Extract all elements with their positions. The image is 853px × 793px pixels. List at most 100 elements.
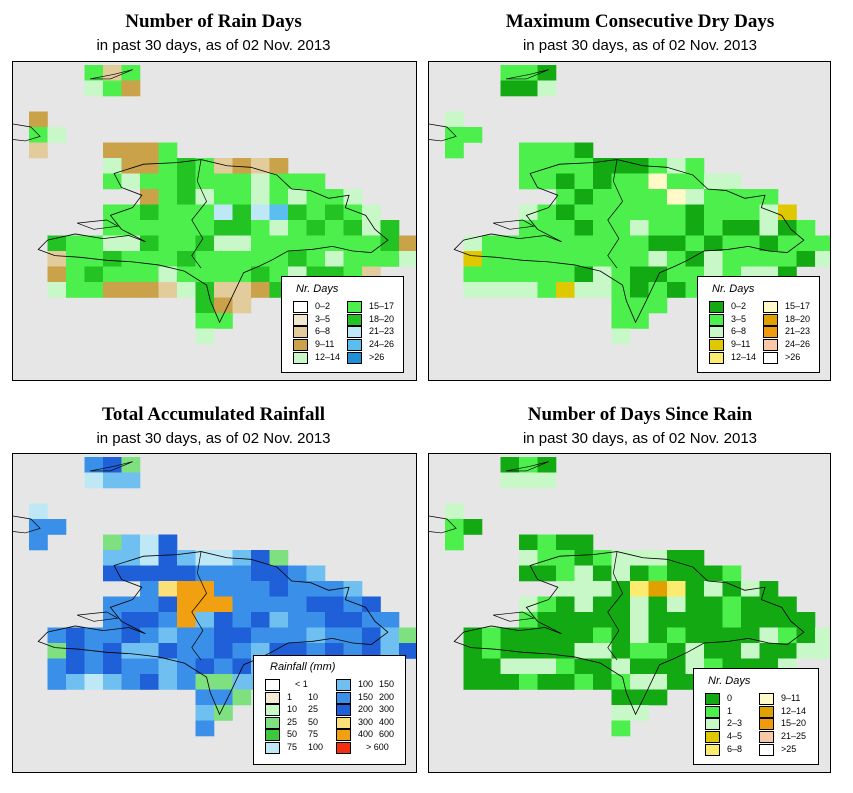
grid-cell <box>251 266 270 283</box>
grid-cell <box>630 189 649 205</box>
grid-cell <box>815 251 830 267</box>
grid-cell <box>232 565 252 582</box>
grid-cell <box>177 581 196 597</box>
legend-label: 21–23 <box>785 326 811 337</box>
legend-label-low: 400 <box>358 729 374 739</box>
grid-cell <box>463 266 483 283</box>
grid-cell <box>380 251 400 267</box>
grid-cell <box>611 705 631 721</box>
grid-cell <box>445 111 464 128</box>
grid-cell <box>648 235 668 252</box>
grid-cell <box>66 282 85 298</box>
grid-cell <box>519 142 538 159</box>
grid-cell <box>121 204 141 221</box>
legend-title: Nr. Days <box>708 675 751 687</box>
grid-cell <box>306 251 326 267</box>
legend-swatch <box>336 704 351 716</box>
grid-cell <box>251 220 270 236</box>
grid-cell <box>47 282 67 298</box>
grid-cell <box>251 565 270 582</box>
grid-cell <box>685 627 705 644</box>
grid-cell <box>648 266 668 283</box>
grid-cells <box>29 457 416 737</box>
legend-swatch <box>705 693 720 705</box>
grid-cell <box>685 612 705 628</box>
grid-cell <box>519 658 538 675</box>
grid-cell <box>214 158 233 174</box>
grid-cell <box>362 596 381 613</box>
grid-cell <box>325 251 344 267</box>
grid-cell <box>722 612 742 628</box>
grid-cell <box>269 550 289 566</box>
grid-cell <box>177 565 196 582</box>
grid-cell <box>593 581 612 597</box>
grid-cell <box>685 189 705 205</box>
grid-cell <box>195 674 215 690</box>
grid-cell <box>704 220 723 236</box>
legend-label-high: 150 <box>379 679 395 689</box>
grid-cell <box>121 235 141 252</box>
legend-label: 9–11 <box>315 339 335 350</box>
island-outline <box>76 219 119 230</box>
grid-cell <box>399 643 416 659</box>
grid-cell <box>140 550 159 566</box>
grid-cell <box>325 627 344 644</box>
grid-cell <box>537 643 557 659</box>
grid-cell <box>103 251 122 267</box>
legend-title: Rainfall (mm) <box>270 661 336 673</box>
map-days-since: Nr. Days 0 1 2–3 4–5 6–8 9–11 12–14 15–20 21–25 >… <box>428 453 831 773</box>
grid-cell <box>177 266 196 283</box>
grid-cell <box>759 251 779 267</box>
grid-cell <box>759 596 779 613</box>
grid-cell <box>214 297 233 314</box>
grid-cell <box>66 251 85 267</box>
grid-cell <box>399 251 416 267</box>
grid-cell <box>593 251 612 267</box>
grid-cell <box>177 189 196 205</box>
grid-cell <box>399 627 416 644</box>
grid-cell <box>667 173 686 190</box>
grid-cell <box>741 220 760 236</box>
grid-cell <box>574 266 594 283</box>
grid-cell <box>630 173 649 190</box>
grid-cell <box>103 658 122 675</box>
grid-cell <box>251 173 270 190</box>
grid-cell <box>611 720 631 737</box>
grid-cell <box>84 65 104 81</box>
grid-cell <box>158 220 178 236</box>
grid-cell <box>214 596 233 613</box>
grid-cell <box>630 251 649 267</box>
grid-cell <box>158 204 178 221</box>
grid-cell <box>500 658 520 675</box>
map-dry-days: Nr. Days 0–2 3–5 6–8 9–11 12–14 15–17 18–20 21–… <box>428 61 831 381</box>
legend-label-low: 150 <box>358 691 374 702</box>
grid-cell <box>667 627 686 644</box>
grid-cell <box>815 643 830 659</box>
legend-swatch <box>293 313 308 326</box>
grid-cell <box>630 658 649 675</box>
grid-cell <box>593 674 612 690</box>
grid-cell <box>84 80 104 97</box>
legend-swatch <box>293 339 308 352</box>
grid-cell <box>574 674 594 690</box>
grid-cell <box>648 627 668 644</box>
grid-cell <box>158 235 178 252</box>
legend-label-low: 200 <box>358 704 374 714</box>
grid-cell <box>158 627 178 644</box>
grid-cell <box>593 565 612 582</box>
grid-cell <box>611 235 631 252</box>
grid-cell <box>214 643 233 659</box>
grid-cell <box>306 173 326 190</box>
grid-cell <box>796 251 816 267</box>
grid-cell <box>500 65 520 81</box>
grid-cell <box>325 204 344 221</box>
grid-cell <box>685 235 705 252</box>
grid-cell <box>288 565 307 582</box>
legend-label-low: 25 <box>287 716 298 727</box>
grid-cell <box>500 472 520 489</box>
grid-cell <box>611 328 631 345</box>
legend-label-low: 1 <box>287 691 293 702</box>
grid-cell <box>630 627 649 644</box>
grid-cell <box>269 581 289 597</box>
grid-cell <box>362 220 381 236</box>
